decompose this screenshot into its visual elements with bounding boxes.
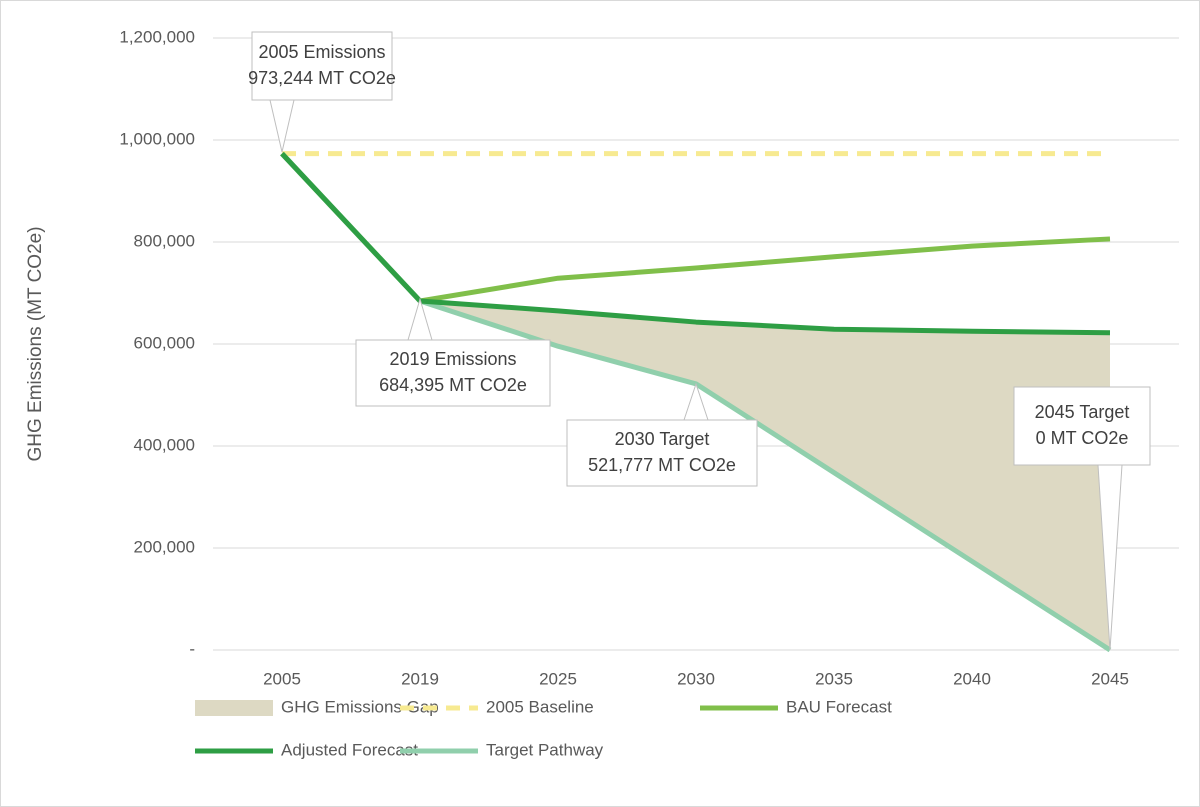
x-tick-label: 2040 <box>953 669 991 688</box>
y-tick-label: 1,000,000 <box>119 129 195 148</box>
callout-pointer <box>269 99 295 153</box>
callout-text: 2019 Emissions <box>389 349 516 369</box>
x-tick-label: 2045 <box>1091 669 1129 688</box>
callout-text: 973,244 MT CO2e <box>248 68 396 88</box>
callout: 2005 Emissions 973,244 MT CO2e <box>248 31 396 153</box>
legend-label: 2005 Baseline <box>486 697 594 716</box>
y-tick-label: 400,000 <box>134 435 195 454</box>
legend-label: Target Pathway <box>486 740 604 759</box>
callout-box <box>251 31 393 101</box>
callout-text: 0 MT CO2e <box>1036 428 1129 448</box>
y-tick-label: - <box>189 639 195 658</box>
callout-text: 2045 Target <box>1035 402 1130 422</box>
x-tick-label: 2025 <box>539 669 577 688</box>
x-tick-label: 2030 <box>677 669 715 688</box>
legend-label: GHG Emissions Gap <box>281 697 439 716</box>
legend-swatch <box>195 700 273 716</box>
callout-box <box>1013 386 1151 466</box>
gap-area <box>420 300 1110 650</box>
y-tick-label: 600,000 <box>134 333 195 352</box>
x-tick-label: 2019 <box>401 669 439 688</box>
y-axis-label: GHG Emissions (MT CO2e) <box>25 226 46 461</box>
callout-box <box>355 339 551 407</box>
callout: 2019 Emissions 684,395 MT CO2e <box>355 297 551 407</box>
callout: 2045 Target 0 MT CO2e <box>1013 386 1151 651</box>
legend-label: BAU Forecast <box>786 697 892 716</box>
callout: 2030 Target 521,777 MT CO2e <box>566 382 758 487</box>
series-line <box>280 151 1111 304</box>
y-tick-label: 1,200,000 <box>119 27 195 46</box>
callout-text: 2030 Target <box>615 429 710 449</box>
callout-box <box>566 419 758 487</box>
legend-label: Adjusted Forecast <box>281 740 418 759</box>
x-tick-label: 2005 <box>263 669 301 688</box>
callout-text: 2005 Emissions <box>258 42 385 62</box>
callout-text: 684,395 MT CO2e <box>379 375 527 395</box>
y-tick-label: 800,000 <box>134 231 195 250</box>
x-tick-label: 2035 <box>815 669 853 688</box>
y-tick-label: 200,000 <box>134 537 195 556</box>
callout-text: 521,777 MT CO2e <box>588 455 736 475</box>
